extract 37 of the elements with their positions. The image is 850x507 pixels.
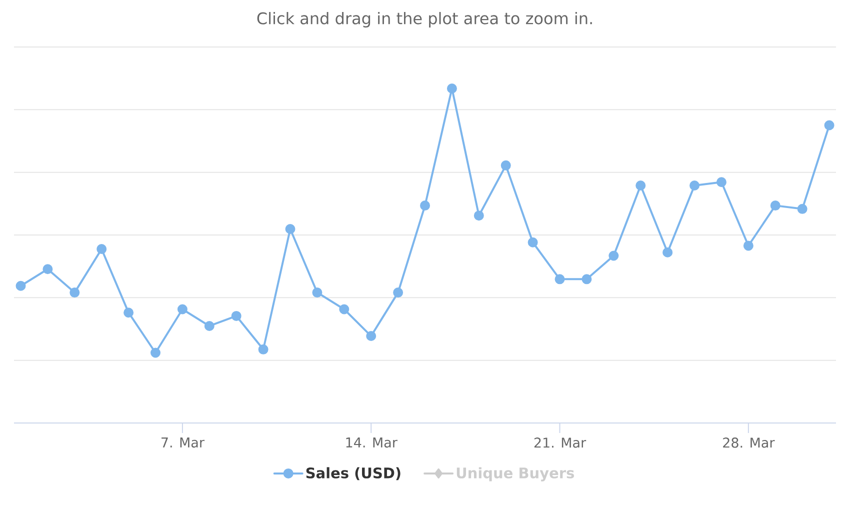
point [177,304,188,314]
point [474,210,484,221]
point [500,160,511,170]
x-tick-label: 28. Mar [723,438,775,448]
point [258,344,268,354]
chart-subtitle: Click and drag in the plot area to zoom in. [257,12,592,28]
x-tick-label: 7. Mar [162,438,204,448]
point [797,204,808,214]
point [366,331,376,342]
point [204,320,214,331]
x-tick-label: 21. Mar [534,438,586,448]
point [743,240,754,251]
point [339,304,350,314]
point [42,264,53,274]
point [150,348,160,358]
legend-label: Sales (USD) [306,467,400,480]
point [96,244,107,254]
point [690,180,700,190]
point [582,274,592,284]
point [16,280,26,291]
point [636,180,646,190]
point [420,200,430,211]
point [824,120,834,130]
point [554,274,565,284]
point [312,288,322,298]
point [608,250,619,261]
point [446,83,457,94]
point [662,247,673,258]
point [285,224,296,234]
point [393,288,404,298]
point [770,200,780,211]
point [716,177,726,188]
point [528,237,538,248]
point [231,310,242,321]
x-tick-label: 14. Mar [346,438,398,448]
point [124,308,134,318]
point [70,288,80,298]
